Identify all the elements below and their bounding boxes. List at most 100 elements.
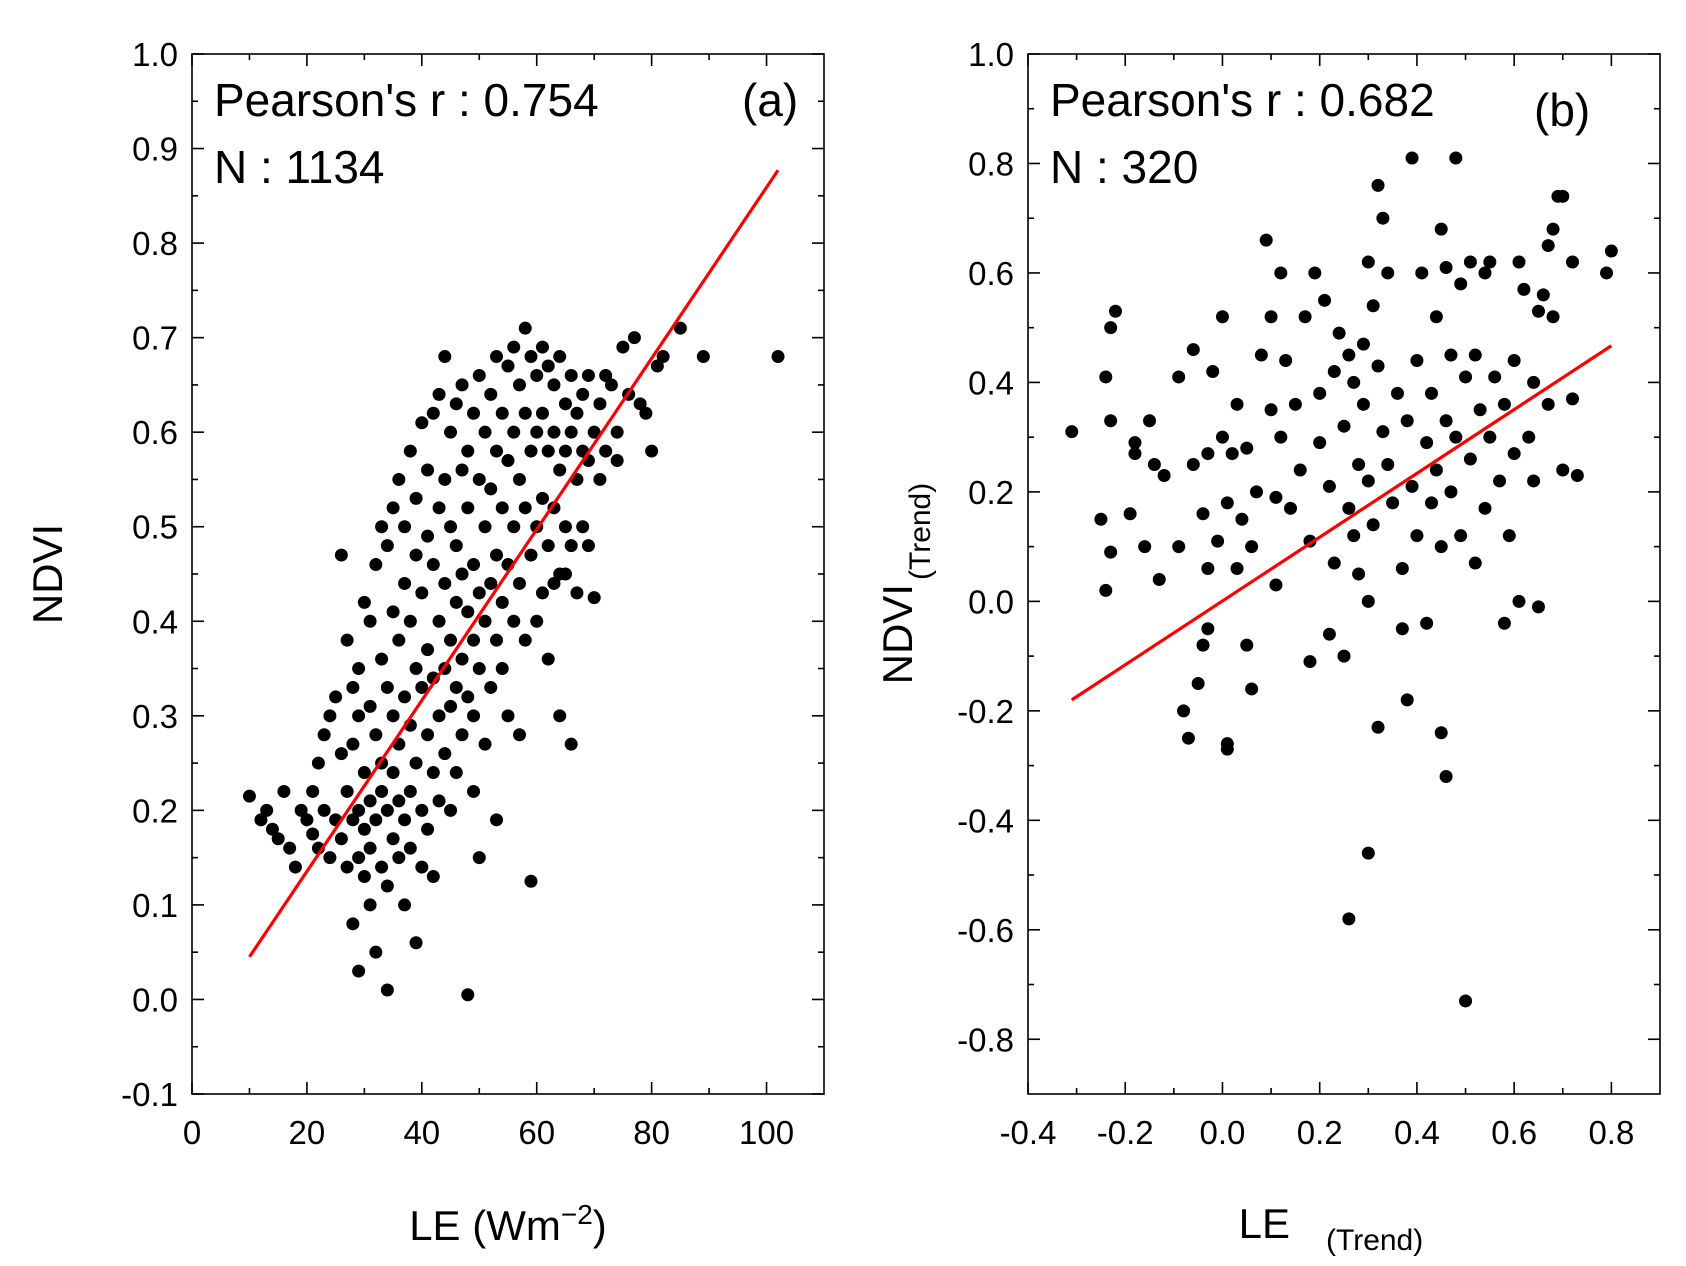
panel-a-data-point: [334, 747, 348, 761]
panel-a-data-point: [587, 425, 601, 439]
panel-b-data-point: [1104, 545, 1118, 559]
panel-a-label: (a): [742, 74, 798, 126]
panel-a-data-point: [478, 520, 492, 534]
panel-b-data-point: [1565, 255, 1579, 269]
panel-a-data-point: [530, 368, 544, 382]
panel-b-xlabel: LE: [1239, 1200, 1290, 1247]
panel-b-data-point: [1177, 704, 1191, 718]
panel-b-data-point: [1152, 572, 1166, 586]
panel-b-data-point: [1196, 507, 1210, 521]
panel-a-data-point: [547, 576, 561, 590]
panel-a-data-point: [449, 595, 463, 609]
panel-b-ytick-label: 0.8: [968, 145, 1014, 182]
panel-b-data-point: [1143, 414, 1157, 428]
panel-a-data-point: [512, 576, 526, 590]
panel-a-data-point: [426, 766, 440, 780]
panel-b-data-point: [1410, 354, 1424, 368]
panel-b-data-point: [1405, 479, 1419, 493]
panel-b-data-point: [1425, 496, 1439, 510]
panel-b-data-point: [1390, 386, 1404, 400]
panel-a-xlabel-main: LE (Wm: [409, 1202, 561, 1249]
panel-b-data-point: [1347, 529, 1361, 543]
panel-a-data-point: [570, 586, 584, 600]
panel-a-xtick-label: 20: [289, 1114, 326, 1151]
panel-a-data-point: [535, 586, 549, 600]
panel-b-xtick-label: 0.4: [1394, 1114, 1440, 1151]
panel-a-data-point: [455, 567, 469, 581]
panel-a-data-point: [271, 832, 285, 846]
panel-a-data-point: [363, 898, 377, 912]
panel-a-data-point: [449, 766, 463, 780]
panel-a-data-point: [593, 472, 607, 486]
panel-b-data-point: [1527, 375, 1541, 389]
panel-a-data-point: [352, 803, 366, 817]
panel-b-data-point: [1381, 458, 1395, 472]
panel-a-data-point: [409, 491, 423, 505]
panel-b-data-point: [1531, 600, 1545, 614]
panel-b-data-point: [1570, 468, 1584, 482]
panel-b-data-point: [1215, 430, 1229, 444]
panel-b-data-point: [1600, 266, 1614, 280]
panel-b-ticks: -0.4 -0.2 0.0 0.2 0.4 0.6 0.8 -0.8 -0.6 -0.4 -0.2 0…: [957, 36, 1660, 1151]
panel-b-fit-line: [1070, 344, 1613, 702]
panel-a-xtick-label: 100: [739, 1114, 794, 1151]
panel-b-data-point: [1215, 310, 1229, 324]
panel-a-data-point: [294, 803, 308, 817]
panel-b-data-point: [1147, 458, 1161, 472]
panel-a-data-point: [375, 520, 389, 534]
panel-b-data-point: [1293, 463, 1307, 477]
panel-b-data-point: [1332, 326, 1346, 340]
panel-b-data-point: [1366, 299, 1380, 313]
panel-b-data-point: [1191, 676, 1205, 690]
panel-a-data-point: [300, 813, 314, 827]
panel-b-data-point: [1230, 397, 1244, 411]
panel-a-xtick-label: 0: [183, 1114, 201, 1151]
panel-a-data-point: [432, 387, 446, 401]
panel-b-data-point: [1337, 649, 1351, 663]
panel-a-data-point: [455, 378, 469, 392]
panel-a-ytick-label: 0.1: [132, 887, 178, 924]
panel-b-data-point: [1415, 266, 1429, 280]
panel-a-data-point: [553, 709, 567, 723]
panel-a-data-point: [472, 586, 486, 600]
panel-a-data-point: [610, 425, 624, 439]
panel-a-fit-line: [248, 169, 780, 958]
panel-a-data-point: [512, 728, 526, 742]
panel-a-data-point: [558, 444, 572, 458]
panel-a-data-point: [306, 827, 320, 841]
panel-b-data-point: [1352, 458, 1366, 472]
panel-a-data-point: [467, 558, 481, 572]
panel-a-pearson: Pearson's r : 0.754: [214, 74, 599, 126]
panel-a-data-point: [242, 789, 256, 803]
panel-a-data-point: [306, 784, 320, 798]
panel-b-data-point: [1094, 512, 1108, 526]
panel-a-ytick-label: 0.2: [132, 792, 178, 829]
panel-a-data-point: [352, 851, 366, 865]
panel-b-data-point: [1473, 403, 1487, 417]
panel-a-data-point: [564, 539, 578, 553]
panel-a-data-point: [254, 813, 268, 827]
panel-b-data-point: [1386, 496, 1400, 510]
panel-a-data-point: [403, 614, 417, 628]
panel-a-data-point: [490, 633, 504, 647]
panel-b-data-point: [1196, 638, 1210, 652]
panel-b-data-point: [1459, 994, 1473, 1008]
panel-a-data-point: [386, 709, 400, 723]
panel-b-data-point: [1434, 726, 1448, 740]
panel-a-data-point: [564, 368, 578, 382]
panel-a-data-point: [409, 548, 423, 562]
panel-a-data-point: [535, 340, 549, 354]
panel-a-xlabel-end: ): [593, 1202, 607, 1249]
panel-b-data-point: [1371, 178, 1385, 192]
panel-a-data-point: [467, 406, 481, 420]
panel-a-data-point: [317, 803, 331, 817]
panel-b-ytick-label: 1.0: [968, 36, 1014, 73]
panel-a-data-point: [490, 444, 504, 458]
panel-a-data-point: [587, 591, 601, 605]
panel-a-data-point: [409, 662, 423, 676]
panel-a-data-point: [518, 501, 532, 515]
panel-a-data-point: [357, 766, 371, 780]
panel-a-data-point: [346, 813, 360, 827]
panel-b-data-point: [1065, 425, 1079, 439]
panel-a-data-point: [558, 397, 572, 411]
